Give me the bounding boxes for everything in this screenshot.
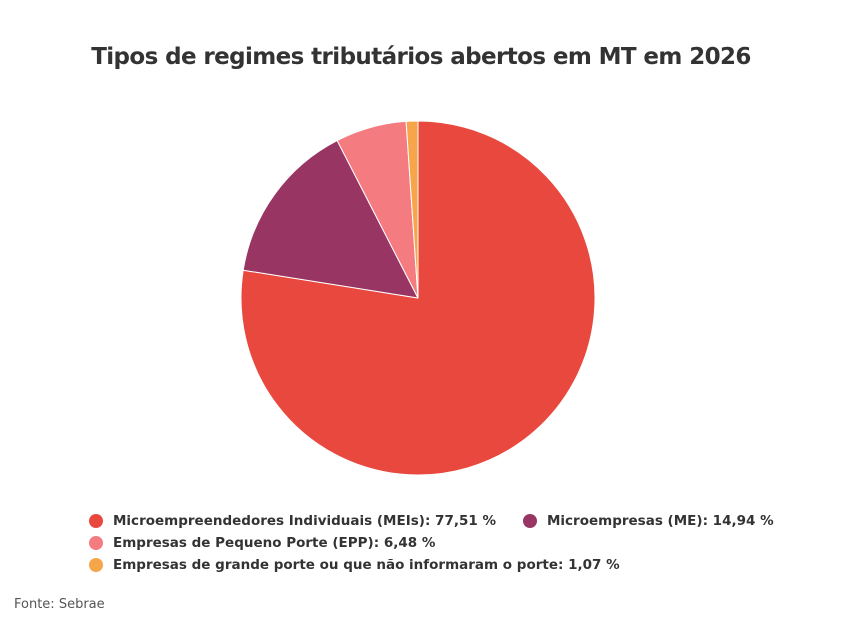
legend-label-grande-porte: Empresas de grande porte ou que não info… (113, 556, 558, 573)
legend-unit: % (482, 512, 496, 529)
legend-unit: % (606, 556, 620, 573)
legend-item-meis[interactable]: Microempreendedores Individuais (MEIs): … (89, 513, 496, 529)
legend-label-meis: Microempreendedores Individuais (MEIs) (113, 512, 425, 529)
legend-marker-meis (89, 513, 103, 528)
legend-label-me: Microempresas (ME) (546, 512, 703, 529)
legend-row: Empresas de grande porte ou que não info… (89, 554, 809, 575)
legend-row: Microempreendedores Individuais (MEIs): … (89, 510, 809, 531)
legend-value-epp: 6,48 (383, 534, 418, 551)
legend-unit: % (760, 512, 774, 529)
source-note: Fonte: Sebrae (14, 597, 105, 612)
legend: Microempreendedores Individuais (MEIs): … (89, 510, 809, 576)
pie-slice-grande-porte[interactable] (405, 120, 419, 299)
legend-marker-epp (89, 535, 103, 550)
legend-row: Empresas de Pequeno Porte (EPP): 6,48 % (89, 532, 809, 553)
legend-value-grande-porte: 1,07 (568, 556, 602, 573)
legend-item-epp[interactable]: Empresas de Pequeno Porte (EPP): 6,48 % (89, 535, 435, 551)
legend-marker-me (522, 513, 537, 528)
legend-marker-grande-porte (89, 557, 103, 572)
chart-title: Tipos de regimes tributários abertos em … (91, 44, 751, 70)
legend-item-me[interactable]: Microempresas (ME): 14,94 % (522, 512, 774, 529)
legend-item-grande-porte[interactable]: Empresas de grande porte ou que não info… (89, 557, 620, 573)
legend-value-me: 14,94 (712, 512, 756, 529)
pie-slice-me[interactable] (242, 140, 419, 299)
legend-label-epp: Empresas de Pequeno Porte (EPP) (113, 534, 374, 551)
legend-unit: % (421, 534, 436, 551)
legend-value-meis: 77,51 (435, 512, 478, 529)
